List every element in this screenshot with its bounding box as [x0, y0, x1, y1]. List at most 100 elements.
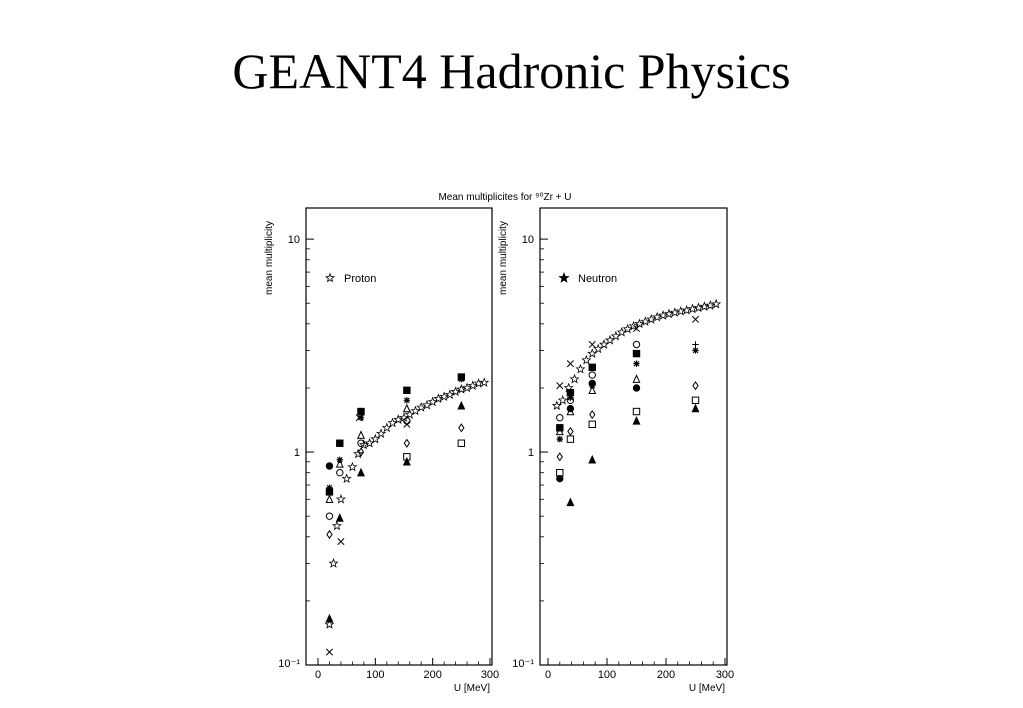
data-point-open-circle [357, 439, 365, 447]
proton-panel: 0 100 200 300 10 1 10⁻¹ U [MeV] mean multiplicit… [264, 207, 499, 694]
legend-label: Neutron [578, 273, 617, 285]
data-point-open-star [328, 558, 339, 568]
data-point-open-star [375, 428, 387, 438]
data-point-open-star [433, 393, 444, 404]
data-point-open-star [581, 354, 592, 365]
data-point-open-diamond [326, 529, 333, 540]
y-axis-label: mean multiplicity [264, 221, 275, 295]
data-point-filled-triangle [566, 497, 575, 507]
data-point-filled-square [336, 439, 344, 447]
data-point-open-star [593, 343, 604, 354]
data-point-open-star [387, 417, 398, 428]
figure-title: Mean multiplicites for ⁹⁰Zr + U [438, 192, 571, 203]
data-point-open-star [705, 300, 716, 310]
data-point-asterisk [336, 456, 343, 463]
data-point-asterisk [556, 435, 563, 443]
data-point-open-star [663, 308, 675, 319]
data-point-open-star [450, 386, 461, 397]
data-point-open-star [622, 323, 633, 334]
data-point-open-circle [325, 512, 334, 520]
data-point-open-star [331, 520, 342, 531]
legend-marker [324, 272, 336, 283]
data-point-open-star [687, 303, 698, 314]
data-point-open-star [711, 298, 722, 309]
plot-frame [305, 207, 493, 666]
data-point-x [556, 382, 564, 390]
data-point-open-triangle [588, 385, 597, 394]
x-tick-label: 200 [423, 669, 441, 681]
data-point-open-star [640, 316, 651, 326]
data-point-asterisk [326, 484, 333, 491]
data-point-open-triangle [325, 494, 334, 503]
data-point-filled-triangle [325, 613, 334, 623]
data-point-filled-square [588, 363, 596, 372]
data-point-open-circle [403, 417, 411, 425]
data-point-open-star [370, 433, 381, 444]
data-point-asterisk [692, 347, 699, 354]
data-point-x [588, 340, 596, 349]
data-point-open-diamond [556, 452, 563, 462]
data-point-asterisk [633, 360, 640, 367]
x-axis-label: U [MeV] [689, 683, 725, 694]
x-tick-label: 200 [657, 669, 675, 681]
data-point-x [325, 648, 334, 656]
data-point-x [691, 315, 700, 323]
data-point-open-diamond [403, 438, 411, 448]
data-point-asterisk [589, 382, 596, 389]
data-point-open-star [699, 301, 710, 311]
data-point-open-star [569, 373, 580, 384]
data-point-filled-circle [556, 474, 564, 483]
x-tick-label: 100 [598, 669, 616, 681]
x-tick-label: 0 [315, 669, 321, 681]
data-point-open-star [575, 363, 586, 374]
data-point-filled-triangle [691, 403, 700, 413]
x-axis-label: U [MeV] [454, 683, 490, 694]
data-point-open-circle [632, 340, 641, 349]
data-point-open-star [444, 389, 455, 399]
data-point-open-square [632, 407, 641, 416]
y-tick-label: 1 [294, 447, 300, 459]
neutron-panel: 0 100 200 300 10 1 10⁻¹ U [MeV] mean multiplicit… [498, 207, 734, 694]
data-point-asterisk [357, 414, 365, 421]
legend-marker [558, 271, 570, 283]
data-point-open-star [461, 382, 473, 393]
data-point-filled-triangle [402, 456, 411, 466]
data-point-filled-triangle [335, 513, 344, 522]
y-tick-label: 1 [528, 447, 534, 459]
data-point-filled-square [357, 407, 365, 416]
data-point-filled-triangle [632, 416, 641, 425]
data-point-x [337, 537, 345, 546]
data-point-x [566, 360, 574, 368]
data-point-open-circle [556, 413, 564, 422]
plot-frame [539, 207, 728, 666]
y-tick-label: 10⁻¹ [512, 658, 534, 670]
data-point-open-triangle [402, 403, 411, 413]
data-point-open-star [479, 377, 490, 387]
data-point-open-star [646, 313, 657, 324]
data-point-open-star [587, 348, 598, 358]
data-point-open-star [416, 402, 427, 412]
data-point-filled-circle [325, 462, 334, 470]
data-point-x [632, 325, 641, 333]
data-point-open-star [341, 473, 352, 483]
data-point-open-star [421, 399, 433, 410]
data-point-filled-triangle [457, 400, 466, 410]
data-point-filled-triangle [357, 467, 365, 477]
data-point-open-square [566, 435, 575, 443]
data-point-open-star [381, 422, 392, 433]
data-point-open-star [598, 339, 610, 349]
data-point-open-diamond [458, 423, 465, 433]
data-point-open-triangle [335, 458, 344, 468]
data-point-open-star [610, 330, 621, 341]
data-point-open-star [551, 400, 562, 411]
data-point-open-star [628, 320, 639, 331]
x-tick-label: 300 [481, 669, 499, 681]
data-point-open-star [410, 405, 421, 416]
data-point-open-square [457, 439, 466, 447]
y-axis-label: mean multiplicity [498, 221, 509, 295]
data-point-open-star [364, 437, 375, 448]
data-point-open-star [675, 305, 686, 316]
data-point-open-square [403, 453, 411, 461]
data-point-open-circle [336, 468, 344, 477]
